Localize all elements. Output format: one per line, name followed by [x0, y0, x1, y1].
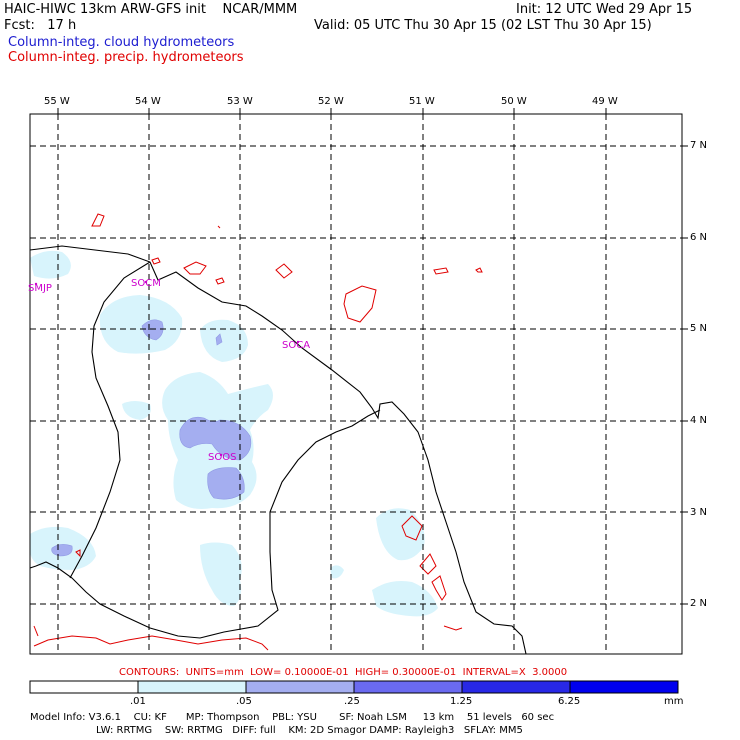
lat-label: 6 N: [690, 232, 708, 243]
lat-label: 3 N: [690, 507, 708, 518]
colorbar-bin: [29, 680, 139, 694]
forecast-hour: Fcst: 17 h: [4, 18, 77, 33]
station-label-soca: SOCA: [282, 340, 311, 351]
station-markers: [34, 280, 300, 457]
lat-label: 2 N: [690, 598, 708, 609]
model-info-line1: Model Info: V3.6.1 CU: KF MP: Thompson P…: [30, 712, 555, 723]
lon-label: 51 W: [409, 96, 435, 107]
colorbar: [29, 680, 679, 694]
lat-label: 5 N: [690, 323, 708, 334]
lon-label: 52 W: [318, 96, 344, 107]
lon-label: 49 W: [592, 96, 618, 107]
model-info-line2: LW: RRTMG SW: RRTMG DIFF: full KM: 2D Sm…: [96, 725, 523, 736]
lat-label: 7 N: [690, 140, 708, 151]
lon-label: 50 W: [501, 96, 527, 107]
cloud-fill-mid: [51, 319, 252, 557]
colorbar-tick-label: 1.25: [450, 696, 473, 707]
map-frame: [29, 113, 683, 655]
precip-contours: [33, 213, 483, 651]
colorbar-bin: [461, 680, 571, 694]
colorbar-bin: [137, 680, 247, 694]
lon-label: 54 W: [135, 96, 161, 107]
colorbar-units: mm: [664, 696, 684, 707]
field-label-precip: Column-integ. precip. hydrometeors: [8, 50, 244, 65]
colorbar-bin: [353, 680, 463, 694]
field-label-cloud: Column-integ. cloud hydrometeors: [8, 35, 235, 50]
colorbar-tick-label: .05: [236, 696, 252, 707]
station-label-soos: SOOS: [208, 452, 237, 463]
colorbar-bin: [569, 680, 679, 694]
colorbar-tick-label: .01: [130, 696, 146, 707]
coastline: [29, 245, 527, 655]
frame-ticks: [57, 108, 688, 605]
contours-info: CONTOURS: UNITS=mm LOW= 0.10000E-01 HIGH…: [119, 667, 568, 678]
colorbar-bin: [245, 680, 355, 694]
lon-label: 53 W: [227, 96, 253, 107]
colorbar-tick-label: 6.25: [558, 696, 581, 707]
station-label-smjp: SMJP: [28, 283, 52, 294]
lat-label: 4 N: [690, 415, 708, 426]
model-title: HAIC-HIWC 13km ARW-GFS init NCAR/MMM: [4, 2, 298, 17]
valid-time: Valid: 05 UTC Thu 30 Apr 15 (02 LST Thu …: [314, 18, 652, 33]
init-time: Init: 12 UTC Wed 29 Apr 15: [516, 2, 693, 17]
station-label-socm: SOCM: [131, 278, 161, 289]
lat-lon-grid: [30, 114, 682, 654]
colorbar-tick-label: .25: [344, 696, 360, 707]
lon-label: 55 W: [44, 96, 70, 107]
